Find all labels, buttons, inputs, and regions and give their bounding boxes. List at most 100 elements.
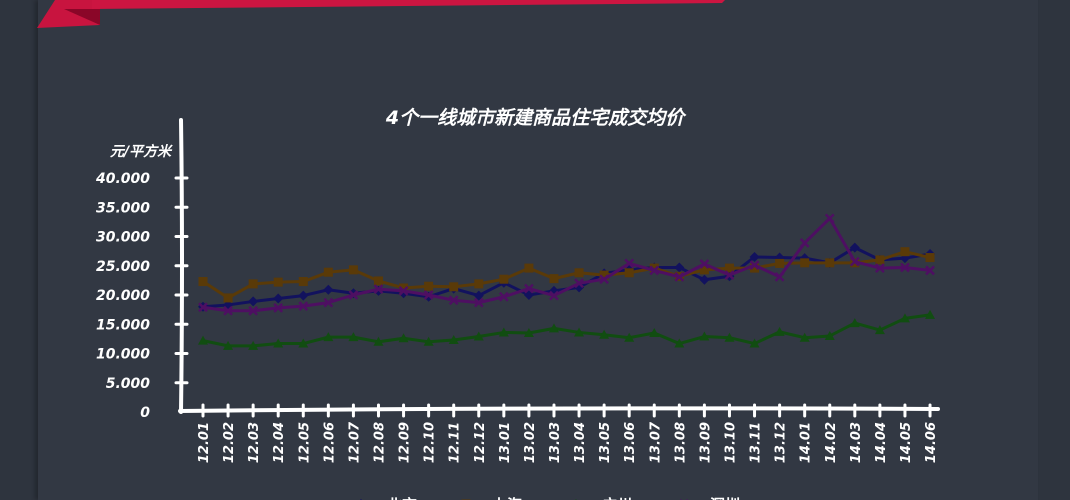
data-point	[373, 284, 384, 295]
x-tick-label: 12.05	[297, 422, 312, 463]
ribbon-band	[92, 0, 725, 9]
data-point	[548, 323, 559, 333]
data-point	[498, 327, 509, 337]
data-point	[674, 262, 685, 273]
data-point	[323, 297, 334, 308]
data-point	[849, 318, 860, 328]
data-point	[799, 332, 810, 342]
x-tick-label: 14.04	[874, 422, 889, 463]
data-point	[925, 265, 935, 276]
data-point	[273, 302, 284, 313]
ribbon-tail	[37, 0, 100, 28]
data-point	[749, 260, 760, 271]
data-point	[799, 238, 810, 248]
data-point	[273, 293, 284, 304]
data-point	[824, 213, 835, 224]
data-point	[574, 327, 585, 337]
data-point	[373, 276, 383, 286]
x-tick-label: 13.03	[548, 422, 563, 463]
x-tick-label: 13.09	[698, 422, 713, 463]
data-point	[699, 274, 710, 285]
data-point	[774, 326, 785, 336]
series-line-4	[202, 216, 931, 313]
y-tick-label: 10.000	[96, 347, 150, 363]
data-point	[473, 331, 484, 341]
y-tick-label: 20.000	[96, 288, 150, 304]
data-point	[599, 329, 610, 339]
x-tick-label: 13.08	[673, 422, 688, 463]
y-tick-label: 5.000	[106, 376, 151, 392]
x-tick-label: 12.09	[398, 422, 413, 463]
data-point	[674, 271, 685, 282]
data-point	[900, 247, 910, 257]
x-tick-label: 12.03	[247, 422, 262, 463]
x-tick-label: 12.12	[473, 422, 488, 463]
data-point	[323, 332, 334, 342]
data-point	[724, 263, 734, 273]
data-point	[775, 258, 785, 268]
data-point	[599, 270, 609, 280]
y-axis	[179, 118, 184, 414]
data-point	[624, 258, 635, 269]
data-point	[323, 284, 334, 295]
data-point	[273, 338, 284, 348]
x-tick-label: 13.01	[498, 422, 513, 463]
data-point	[549, 290, 559, 301]
data-point	[348, 265, 358, 275]
data-point	[348, 332, 359, 342]
data-point	[323, 267, 333, 277]
data-point	[724, 332, 735, 342]
data-point	[298, 338, 309, 348]
x-tick-label: 13.04	[573, 422, 588, 463]
data-point	[373, 336, 384, 346]
y-tick-label: 30.000	[96, 230, 150, 246]
data-point	[624, 268, 634, 278]
data-point	[649, 265, 660, 276]
data-point	[824, 330, 835, 340]
data-point	[774, 271, 785, 282]
data-point	[223, 293, 233, 303]
data-point	[248, 340, 259, 350]
x-tick-label: 13.07	[648, 421, 663, 463]
x-tick-label: 13.06	[623, 422, 638, 463]
data-point	[875, 263, 885, 273]
data-point	[524, 263, 534, 273]
data-point	[925, 309, 936, 319]
data-point	[449, 282, 459, 292]
data-point	[749, 251, 760, 262]
data-point	[874, 325, 885, 335]
x-tick-label: 12.06	[322, 422, 337, 463]
legend-label: 广州	[602, 496, 632, 500]
data-point	[699, 265, 709, 275]
data-point	[473, 290, 484, 301]
data-point	[899, 313, 910, 323]
data-point	[223, 340, 234, 350]
x-tick-label: 14.03	[849, 422, 864, 463]
data-point	[423, 290, 434, 300]
data-point	[223, 305, 233, 316]
data-point	[699, 259, 710, 269]
chart-title: 4个一线城市新建商品住宅成交均价	[385, 107, 685, 129]
data-point	[198, 302, 208, 313]
chart-card	[38, 0, 1038, 500]
data-point	[649, 328, 660, 338]
data-point	[749, 338, 760, 348]
data-point	[849, 242, 860, 253]
data-point	[473, 297, 484, 308]
x-tick-label: 12.11	[448, 422, 463, 463]
data-point	[574, 278, 584, 289]
x-tick-label: 14.01	[799, 422, 814, 463]
data-point	[398, 286, 409, 296]
legend-label: 上海	[492, 496, 522, 500]
data-point	[448, 295, 459, 306]
data-point	[674, 338, 685, 348]
x-tick-label: 14.05	[899, 422, 914, 463]
x-tick-label: 13.11	[749, 422, 764, 463]
x-tick-label: 14.06	[924, 422, 939, 463]
legend-label: 深圳	[710, 496, 740, 500]
x-tick-label: 12.07	[347, 421, 362, 463]
x-tick-label: 13.02	[523, 422, 538, 463]
data-point	[524, 283, 534, 294]
data-point	[549, 274, 559, 284]
